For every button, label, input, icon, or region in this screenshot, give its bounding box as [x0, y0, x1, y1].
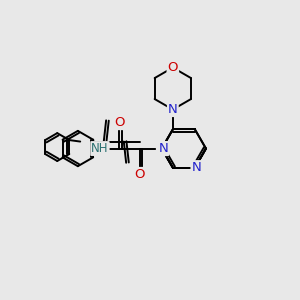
Text: N: N [157, 142, 167, 155]
Text: O: O [134, 168, 145, 181]
Text: N: N [168, 103, 178, 116]
Text: N: N [191, 161, 201, 174]
Text: O: O [114, 116, 124, 129]
Text: NH: NH [91, 142, 109, 155]
Text: O: O [168, 61, 178, 74]
Text: N: N [158, 142, 168, 155]
